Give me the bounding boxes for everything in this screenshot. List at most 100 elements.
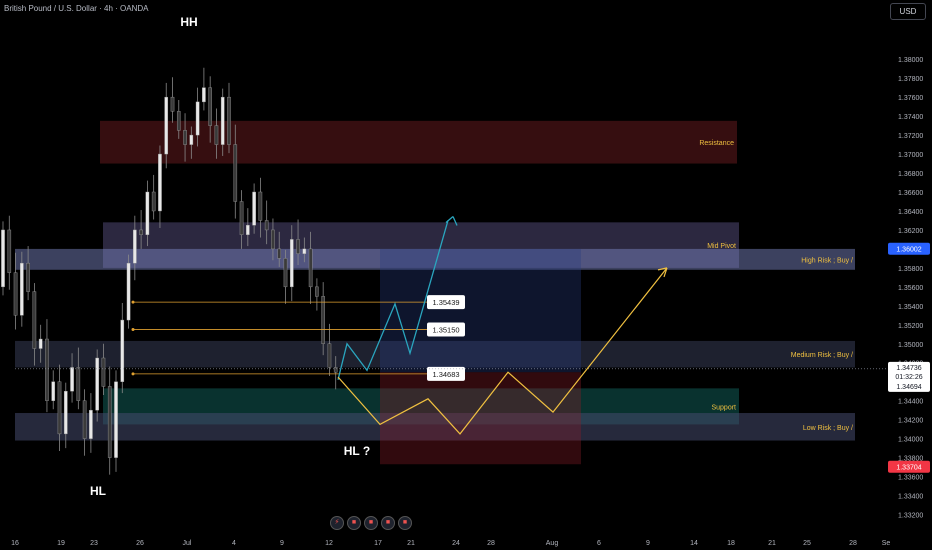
candle-body <box>271 229 275 250</box>
level-box-2 <box>427 366 465 381</box>
drawing-layer: 1.35439 1.35150 1.34683 HH HL HL ? <box>15 15 887 498</box>
y-tick-13: 1.35200 <box>898 323 923 330</box>
candle-layer <box>1 67 338 475</box>
candle-body <box>170 96 175 112</box>
x-tick-9: 21 <box>407 540 415 547</box>
x-tick-4: Jul <box>183 540 192 547</box>
x-tick-10: 24 <box>452 540 460 547</box>
candle-body <box>95 357 99 411</box>
annotation-1: HL <box>90 484 106 498</box>
candle-body <box>101 357 106 387</box>
candle-body <box>133 229 137 264</box>
y-tick-5: 1.37000 <box>898 152 923 159</box>
time-axis[interactable]: 16 19 23 26 Jul 4 9 12 17 21 24 28 Aug 6 9 14 18 21 25 28 Se <box>11 540 890 547</box>
y-tick-22: 1.33200 <box>898 513 923 520</box>
us-flag-icon[interactable]: ■ <box>347 516 361 530</box>
y-tick-16: 1.34400 <box>898 399 923 406</box>
candle-body <box>239 201 244 235</box>
x-tick-5: 4 <box>232 540 236 547</box>
zone-layer: Resistance Mid Pivot High Risk ; Buy / Medi… <box>15 120 855 465</box>
candle-body <box>89 409 93 439</box>
level-dot-2 <box>131 372 135 376</box>
candle-body <box>333 367 338 373</box>
candle-body <box>327 343 332 368</box>
zone-2 <box>15 248 855 270</box>
x-tick-15: 14 <box>690 540 698 547</box>
candle-body <box>164 96 169 155</box>
zone-0 <box>100 120 737 164</box>
y-tick-19: 1.33800 <box>898 456 923 463</box>
uk-flag-icon[interactable]: ■ <box>364 516 378 530</box>
uk-flag-icon[interactable]: ■ <box>381 516 395 530</box>
x-tick-17: 21 <box>768 540 776 547</box>
price-marker-label-1: 1.33704 <box>896 465 921 472</box>
candle-body <box>208 87 212 126</box>
candle-body <box>277 248 282 259</box>
x-tick-11: 28 <box>487 540 495 547</box>
x-tick-19: 28 <box>849 540 857 547</box>
candle-body <box>308 248 313 288</box>
candle-body <box>252 191 256 226</box>
candle-body <box>51 381 56 401</box>
y-tick-4: 1.37200 <box>898 133 923 140</box>
x-tick-8: 17 <box>374 540 382 547</box>
candle-body <box>126 262 131 321</box>
symbol-title: British Pound / U.S. Dollar · 4h · OANDA <box>4 4 149 13</box>
price-axis-bg <box>887 0 932 550</box>
zone-3 <box>15 340 855 368</box>
candle-body <box>7 229 12 273</box>
price-marker-1 <box>888 460 930 473</box>
y-tick-10: 1.35800 <box>898 266 923 273</box>
candle-body <box>227 96 231 145</box>
y-tick-7: 1.36600 <box>898 190 923 197</box>
candle-body <box>183 130 187 145</box>
y-tick-14: 1.35000 <box>898 342 923 349</box>
x-tick-20: Se <box>882 540 891 547</box>
y-tick-20: 1.33600 <box>898 475 923 482</box>
x-tick-6: 9 <box>280 540 284 547</box>
annotation-0: HH <box>180 15 197 29</box>
y-tick-9: 1.36200 <box>898 228 923 235</box>
us-flag-icon[interactable]: ■ <box>398 516 412 530</box>
x-tick-18: 25 <box>803 540 811 547</box>
yellow-arrow-head <box>657 267 668 278</box>
y-tick-3: 1.37400 <box>898 114 923 121</box>
cyan-projection <box>337 220 449 380</box>
price-axis[interactable]: 1.38000 1.37800 1.37600 1.37400 1.37200 1.370… <box>887 0 932 550</box>
currency-button[interactable]: USD <box>890 3 926 20</box>
x-tick-2: 23 <box>90 540 98 547</box>
last-price-label: 1.34736 <box>896 365 921 372</box>
last-price-box <box>888 361 930 392</box>
candle-body <box>38 338 43 349</box>
zone-5 <box>15 413 855 441</box>
candle-body <box>283 258 288 288</box>
lightning-icon[interactable]: ⚡ <box>330 516 344 530</box>
candle-body <box>176 111 181 131</box>
zone-label-5: Low Risk ; Buy / <box>803 425 853 432</box>
x-tick-14: 9 <box>646 540 650 547</box>
candle-body <box>246 224 250 235</box>
x-tick-0: 16 <box>11 540 19 547</box>
candle-body <box>158 153 162 212</box>
candle-body <box>264 220 269 231</box>
zone-label-0: Resistance <box>699 140 734 147</box>
candle-body <box>57 381 62 435</box>
candle-body <box>214 125 219 145</box>
candle-body <box>1 229 5 288</box>
candle-body <box>139 229 143 235</box>
price-marker-0 <box>888 242 930 255</box>
annotation-2: HL ? <box>344 444 370 458</box>
price-marker-label-0: 1.36002 <box>896 247 921 254</box>
candle-body <box>107 386 112 458</box>
y-tick-17: 1.34200 <box>898 418 923 425</box>
y-tick-6: 1.36800 <box>898 171 923 178</box>
y-tick-18: 1.34000 <box>898 437 923 444</box>
y-tick-12: 1.35400 <box>898 304 923 311</box>
candle-body <box>145 191 150 235</box>
x-tick-7: 12 <box>325 540 333 547</box>
candle-body <box>233 144 238 202</box>
level-label-2: 1.34683 <box>432 370 459 379</box>
cyan-arrow-head <box>445 215 458 226</box>
zone-label-4: Support <box>711 404 736 411</box>
